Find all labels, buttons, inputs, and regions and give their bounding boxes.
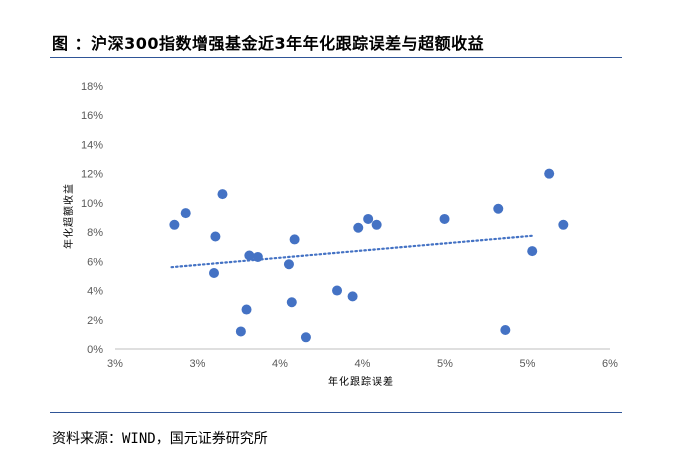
data-point bbox=[353, 222, 364, 233]
data-point bbox=[558, 219, 569, 230]
data-point bbox=[300, 332, 311, 343]
data-point bbox=[235, 326, 246, 337]
x-tick-label: 3% bbox=[190, 358, 206, 370]
data-point bbox=[500, 325, 511, 336]
data-point bbox=[286, 297, 297, 308]
data-point bbox=[283, 259, 294, 270]
y-axis-ticks: 0% 2% 4% 6% 8% 10% 12% 14% 16% 18% bbox=[81, 81, 103, 356]
data-point bbox=[332, 285, 343, 296]
x-tick-label: 6% bbox=[602, 358, 618, 370]
y-tick-label: 14% bbox=[81, 139, 103, 151]
title-divider bbox=[50, 57, 622, 58]
y-tick-label: 2% bbox=[87, 315, 103, 327]
data-point bbox=[363, 213, 374, 224]
x-tick-label: 3% bbox=[107, 358, 123, 370]
data-point bbox=[210, 231, 221, 242]
y-tick-label: 0% bbox=[87, 344, 103, 356]
data-point bbox=[527, 246, 538, 257]
y-axis-label: 年化超额收益 bbox=[62, 183, 75, 249]
x-axis-label: 年化跟踪误差 bbox=[328, 375, 394, 388]
data-point bbox=[371, 219, 382, 230]
data-point bbox=[347, 291, 358, 302]
x-axis-ticks: 3% 3% 4% 4% 5% 5% 6% bbox=[107, 358, 618, 370]
data-point bbox=[252, 251, 263, 262]
trendline bbox=[170, 234, 534, 269]
x-tick-label: 4% bbox=[355, 358, 371, 370]
y-tick-label: 16% bbox=[81, 110, 103, 122]
x-tick-label: 5% bbox=[520, 358, 536, 370]
data-point bbox=[217, 189, 228, 200]
data-point bbox=[493, 203, 504, 214]
y-tick-label: 18% bbox=[81, 81, 103, 93]
data-point bbox=[209, 268, 219, 279]
source-note: 资料来源：WIND，国元证券研究所 bbox=[52, 431, 268, 447]
y-tick-label: 6% bbox=[87, 256, 103, 268]
data-point bbox=[439, 213, 450, 224]
y-tick-label: 4% bbox=[87, 286, 103, 298]
data-points bbox=[169, 168, 569, 343]
y-tick-label: 10% bbox=[81, 198, 103, 210]
data-point bbox=[169, 219, 180, 230]
data-point bbox=[241, 304, 252, 315]
x-tick-label: 4% bbox=[272, 358, 288, 370]
x-tick-label: 5% bbox=[437, 358, 453, 370]
y-tick-label: 8% bbox=[87, 227, 103, 239]
figure-title: 图 ：沪深300指数增强基金近3年年化跟踪误差与超额收益 bbox=[52, 34, 485, 53]
data-point bbox=[289, 234, 300, 245]
footer-divider bbox=[50, 412, 622, 413]
y-tick-label: 12% bbox=[81, 169, 103, 181]
data-point bbox=[244, 250, 255, 261]
data-point bbox=[544, 168, 555, 179]
data-point bbox=[180, 208, 191, 219]
